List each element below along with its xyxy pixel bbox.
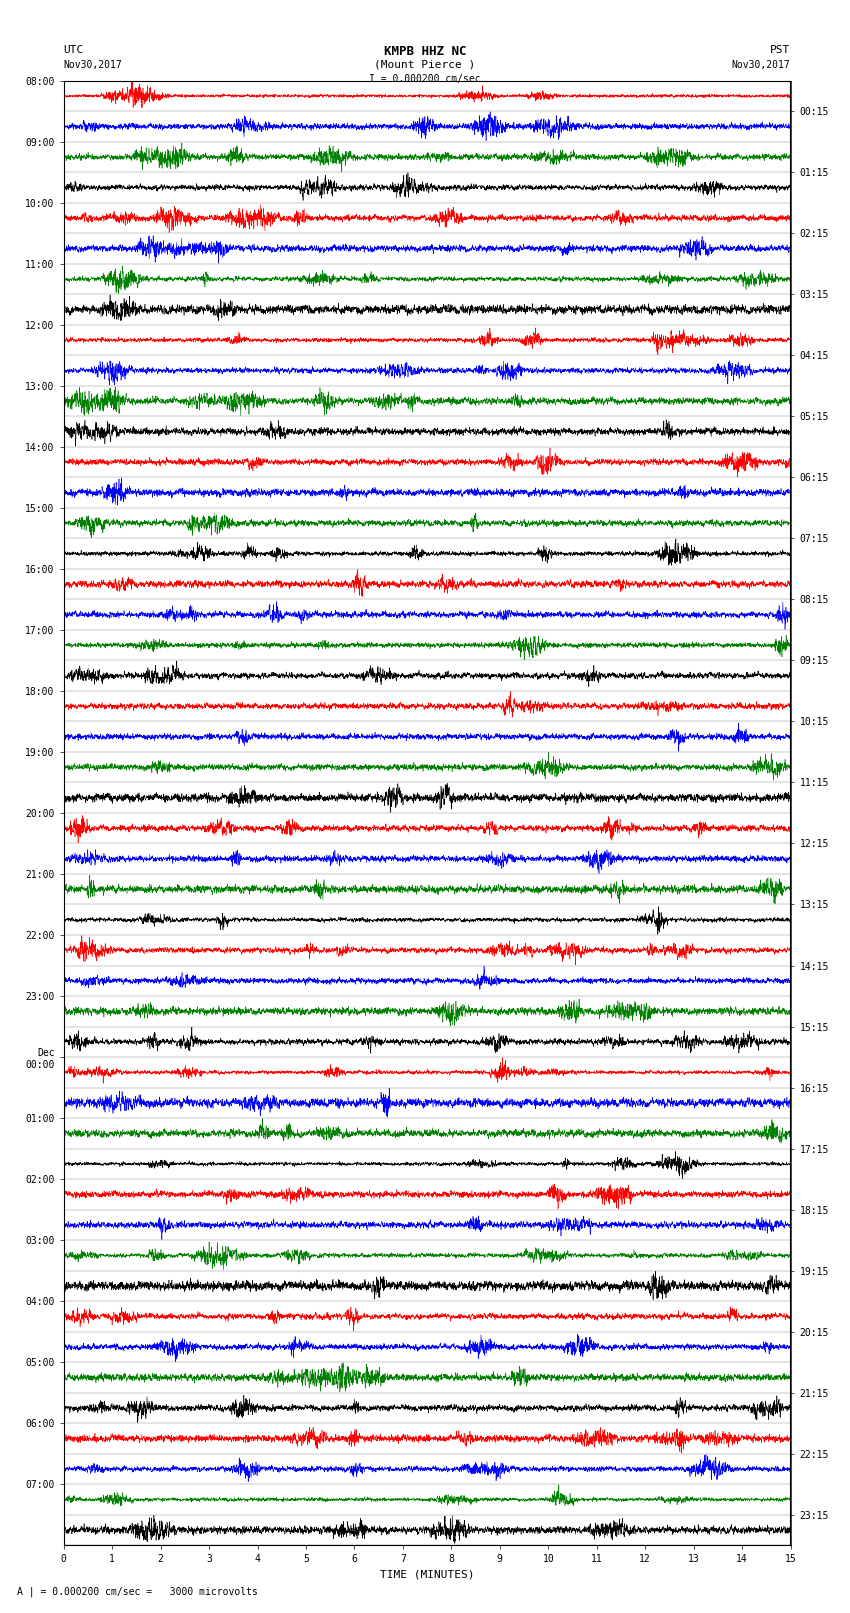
Text: Nov30,2017: Nov30,2017: [732, 60, 791, 69]
Text: UTC: UTC: [64, 45, 84, 55]
Text: (Mount Pierce ): (Mount Pierce ): [374, 60, 476, 69]
Text: A | = 0.000200 cm/sec =   3000 microvolts: A | = 0.000200 cm/sec = 3000 microvolts: [17, 1586, 258, 1597]
Text: I = 0.000200 cm/sec: I = 0.000200 cm/sec: [369, 74, 481, 84]
Text: KMPB HHZ NC: KMPB HHZ NC: [383, 45, 467, 58]
Text: PST: PST: [770, 45, 790, 55]
X-axis label: TIME (MINUTES): TIME (MINUTES): [380, 1569, 474, 1579]
Text: Nov30,2017: Nov30,2017: [64, 60, 122, 69]
